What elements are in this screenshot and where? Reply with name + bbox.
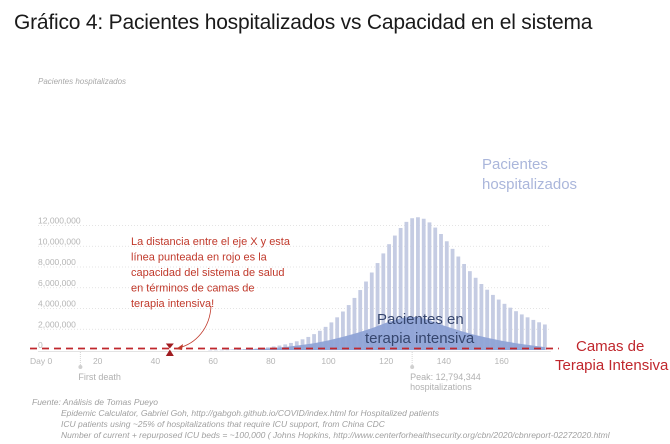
capacity-marker-top-icon (165, 343, 174, 349)
annotation-text-line: La distancia entre el eje X y esta (131, 236, 291, 248)
arrowhead-icon (176, 344, 183, 350)
hospitalized-bar (341, 311, 345, 350)
hospitalized-bar (329, 322, 334, 350)
first-death-dot (78, 365, 83, 369)
hospitalized-bar (317, 330, 322, 350)
source-line-2: Epidemic Calculator, Gabriel Goh, http:/… (61, 408, 439, 418)
hospitalized-bar (444, 241, 449, 350)
hospitalized-bar (525, 317, 530, 350)
hospitalized-bar (514, 311, 518, 350)
hospitalized-bar (508, 307, 513, 350)
x-tick-label: 20 (93, 356, 103, 366)
hospitalized-bar (531, 319, 536, 350)
hospitalized-bar (398, 227, 403, 350)
legend-icu-line2: terapia intensiva (365, 330, 475, 347)
legend-icu-line1: Pacientes en (377, 311, 464, 328)
hospitalized-bar (219, 349, 224, 351)
peak-label-line1: Peak: 12,794,344 (410, 372, 481, 382)
hospitalized-bar (450, 248, 455, 350)
hospitalized-bar (542, 324, 547, 350)
source-line-1: Fuente: Análisis de Tomas Pueyo (32, 397, 158, 407)
hospitalized-bar (462, 263, 466, 350)
annotation-text-line: capacidad del sistema de salud (131, 267, 284, 279)
x-tick-label: 120 (379, 356, 393, 366)
hospitalized-bar (502, 303, 507, 350)
hospitalized-bar (416, 217, 420, 350)
annotation-text-line: en términos de camas de (131, 283, 255, 295)
capacity-marker-bottom-icon (165, 349, 174, 356)
y-tick-label: 0 (38, 340, 43, 350)
hospitalized-bar (427, 222, 432, 350)
source-line-4: Number of current + repurposed ICU beds … (61, 430, 610, 440)
x-tick-label: 100 (321, 356, 335, 366)
annotation-text-line: línea punteada en rojo es la (131, 252, 268, 264)
peak-dot (410, 365, 415, 369)
hospitalized-bars (208, 217, 547, 351)
hospitalized-bar (433, 227, 438, 350)
source-line-3: ICU patients using ~25% of hospitalizati… (61, 419, 385, 429)
x-tick-label: 140 (437, 356, 451, 366)
legend-hospitalized-line1: Pacientes (482, 156, 548, 173)
first-death-label: First death (78, 372, 121, 382)
hospitalized-bar (421, 218, 426, 350)
x-axis-ticks: Day 0 20 40 60 80 100 120 140 160 (30, 356, 509, 366)
capacity-annotation: La distancia entre el eje X y esta línea … (131, 236, 291, 310)
hospitalized-bar (387, 244, 391, 350)
hospitalized-bar (352, 297, 357, 350)
y-tick-label: 2,000,000 (38, 319, 76, 329)
y-tick-label: 10,000,000 (38, 236, 81, 246)
hospitalized-bar (404, 221, 409, 350)
y-tick-label: 4,000,000 (38, 299, 76, 309)
hospitalized-bar (473, 277, 478, 350)
hospitalized-bar (467, 271, 472, 350)
y-axis-ticks: 0 2,000,000 4,000,000 6,000,000 8,000,000 10,… (38, 216, 81, 351)
hospitalized-bar (439, 234, 443, 350)
hospitalized-bar (323, 326, 328, 350)
hospitalized-bar (358, 290, 363, 350)
x-tick-label: 40 (151, 356, 161, 366)
hospitalized-bar (364, 281, 368, 350)
legend-beds-line1: Camas de (576, 338, 644, 355)
hospitalized-bar (381, 253, 386, 350)
hospitalized-bar (346, 305, 351, 350)
peak-label-line2: hospitalizations (410, 382, 472, 392)
hospitalized-bar (214, 349, 218, 351)
x-tick-label: 80 (266, 356, 276, 366)
hospitalized-bar (537, 322, 542, 350)
y-tick-label: 6,000,000 (38, 278, 76, 288)
y-tick-label: 8,000,000 (38, 257, 76, 267)
annotation-arrow (177, 305, 212, 349)
hospitalized-bar (208, 349, 213, 351)
hospitalized-bar (491, 294, 495, 350)
icu-area (210, 316, 545, 350)
hospitalized-bar (519, 314, 524, 350)
hospitalized-bar (479, 284, 484, 350)
y-tick-label: 12,000,000 (38, 216, 81, 226)
hospitalized-bar (392, 235, 397, 350)
hospitalized-bar (306, 336, 311, 350)
x-tick-label: Day 0 (30, 356, 52, 366)
hospitalized-bar (456, 256, 461, 350)
chart-title: Gráfico 4: Pacientes hospitalizados vs C… (14, 11, 593, 34)
legend-beds-line2: Terapia Intensiva (555, 357, 669, 374)
hospitalized-bar (335, 317, 340, 350)
legend-hospitalized-line2: hospitalizados (482, 176, 577, 193)
hospitalized-bar (300, 339, 305, 350)
y-axis-title: Pacientes hospitalizados (38, 77, 126, 86)
hospitalized-bar (312, 334, 316, 350)
hospitalized-bar (369, 272, 374, 350)
x-tick-label: 160 (495, 356, 509, 366)
hospitalized-bar (410, 218, 415, 350)
hospitalized-bar (485, 289, 490, 350)
annotation-text-line: terapia intensiva! (131, 298, 214, 310)
hospitalized-bar (496, 299, 501, 350)
x-tick-label: 60 (208, 356, 218, 366)
hospitalized-bar (375, 263, 380, 350)
